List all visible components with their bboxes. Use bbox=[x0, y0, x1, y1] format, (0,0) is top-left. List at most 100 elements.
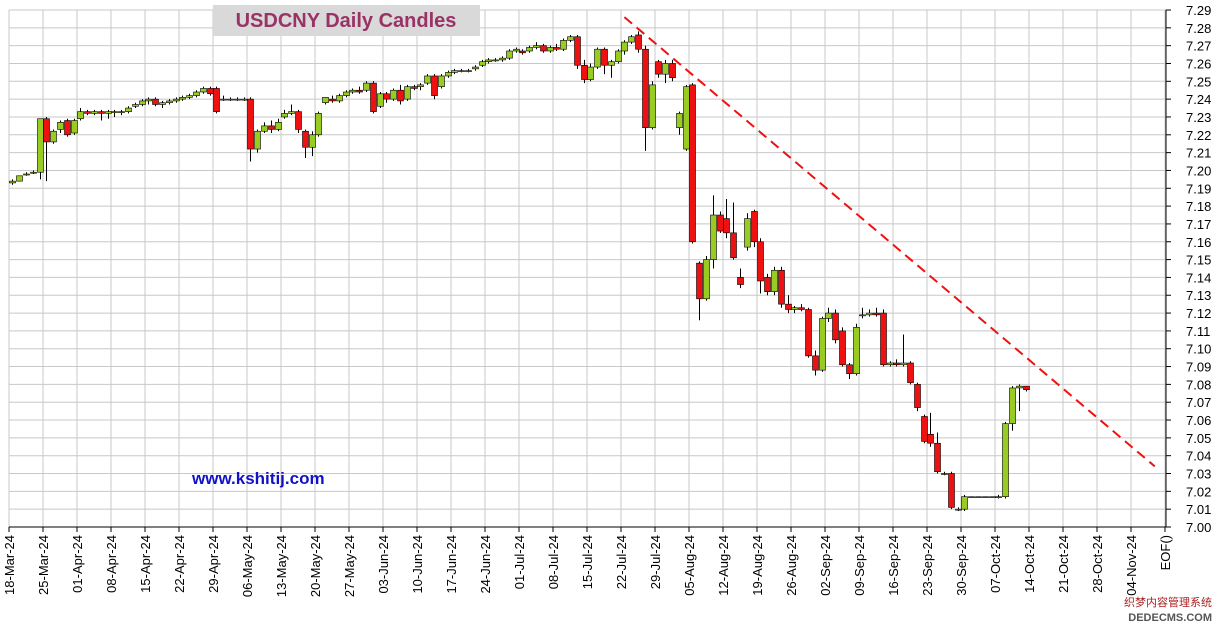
candle-body bbox=[57, 122, 64, 130]
candle-body bbox=[193, 91, 200, 96]
candle-body bbox=[982, 496, 989, 498]
x-tick-label: 16-Sep-24 bbox=[886, 535, 901, 596]
candle-body bbox=[866, 312, 873, 316]
candle-body bbox=[275, 122, 282, 130]
candle-body bbox=[43, 118, 50, 143]
candle-body bbox=[689, 84, 696, 243]
y-tick-label: 7.27 bbox=[1186, 39, 1211, 54]
candle-body bbox=[649, 84, 656, 128]
candle-body bbox=[268, 125, 275, 130]
candle-body bbox=[329, 98, 336, 102]
x-tick-label: 01-Jul-24 bbox=[512, 535, 527, 589]
candle-body bbox=[560, 40, 567, 50]
candle-body bbox=[451, 70, 458, 73]
candle-body bbox=[438, 75, 445, 87]
x-tick-label: EOF() bbox=[1158, 535, 1173, 570]
y-tick-label: 7.17 bbox=[1186, 217, 1211, 232]
y-tick-label: 7.07 bbox=[1186, 395, 1211, 410]
y-tick-label: 7.20 bbox=[1186, 163, 1211, 178]
candle-body bbox=[152, 98, 159, 105]
candle-body bbox=[247, 98, 254, 150]
candle-body bbox=[91, 111, 98, 114]
candle-body bbox=[281, 113, 288, 118]
candle-body bbox=[737, 277, 744, 285]
candle-body bbox=[567, 36, 574, 41]
y-tick-label: 7.25 bbox=[1186, 74, 1211, 89]
candle-body bbox=[16, 175, 23, 182]
candle-body bbox=[479, 61, 486, 66]
candle-body bbox=[853, 327, 860, 374]
x-tick-label: 03-Jun-24 bbox=[376, 535, 391, 594]
candle-body bbox=[309, 134, 316, 148]
candle-body bbox=[601, 48, 608, 66]
candle-body bbox=[798, 307, 805, 310]
x-tick-label: 30-Sep-24 bbox=[954, 535, 969, 596]
candle-body bbox=[465, 70, 472, 72]
candle-body bbox=[200, 88, 207, 93]
candle-body bbox=[166, 100, 173, 104]
trend-line bbox=[623, 16, 1156, 468]
candle-body bbox=[587, 66, 594, 80]
y-tick-label: 7.00 bbox=[1186, 520, 1211, 535]
y-tick-label: 7.12 bbox=[1186, 306, 1211, 321]
candle-body bbox=[23, 173, 30, 176]
candle-body bbox=[642, 48, 649, 128]
candle-body bbox=[621, 41, 628, 52]
candle-body bbox=[941, 473, 948, 475]
candle-body bbox=[37, 118, 44, 173]
x-tick-label: 06-May-24 bbox=[240, 535, 255, 597]
candle-body bbox=[139, 100, 146, 105]
candle-body bbox=[914, 384, 921, 408]
candle-body bbox=[295, 111, 302, 130]
candle-body bbox=[574, 36, 581, 66]
candle-body bbox=[948, 473, 955, 508]
candle-body bbox=[703, 259, 710, 300]
candle-body bbox=[710, 214, 717, 260]
x-tick-label: 10-Jun-24 bbox=[410, 535, 425, 594]
y-tick-label: 7.16 bbox=[1186, 235, 1211, 250]
candle-body bbox=[696, 262, 703, 300]
candle-body bbox=[64, 120, 71, 136]
candle-body bbox=[669, 63, 676, 79]
candle-body bbox=[635, 34, 642, 50]
x-tick-label: 13-May-24 bbox=[274, 535, 289, 597]
candle-body bbox=[234, 98, 241, 101]
candle-body bbox=[540, 45, 547, 52]
candle-body bbox=[519, 50, 526, 54]
y-tick-label: 7.13 bbox=[1186, 288, 1211, 303]
y-tick-label: 7.08 bbox=[1186, 377, 1211, 392]
candle-body bbox=[513, 48, 520, 52]
candle-body bbox=[628, 36, 635, 43]
y-tick-label: 7.11 bbox=[1186, 324, 1210, 339]
candle-body bbox=[594, 48, 601, 68]
y-tick-label: 7.05 bbox=[1186, 431, 1211, 446]
candle-body bbox=[105, 111, 112, 114]
y-tick-label: 7.06 bbox=[1186, 413, 1211, 428]
candle-body bbox=[349, 89, 356, 93]
candle-body bbox=[506, 50, 513, 59]
candle-body bbox=[472, 66, 479, 70]
candle-body bbox=[322, 97, 329, 104]
candle-body bbox=[764, 277, 771, 292]
candle-body bbox=[615, 50, 622, 62]
candle-body bbox=[676, 113, 683, 128]
candle-body bbox=[336, 95, 343, 102]
candle-body bbox=[655, 61, 662, 75]
x-tick-label: 04-Nov-24 bbox=[1124, 535, 1139, 596]
candle-body bbox=[411, 86, 418, 89]
y-tick-label: 7.24 bbox=[1186, 92, 1211, 107]
candle-body bbox=[458, 70, 465, 72]
x-tick-label: 22-Jul-24 bbox=[614, 535, 629, 589]
x-tick-label: 17-Jun-24 bbox=[444, 535, 459, 594]
candle-body bbox=[812, 355, 819, 371]
site-mark: 织梦内容管理系统 bbox=[1124, 595, 1212, 609]
candle-body bbox=[288, 111, 295, 114]
candle-body bbox=[71, 120, 78, 134]
candle-body bbox=[900, 362, 907, 366]
candle-body bbox=[533, 45, 540, 48]
candle-body bbox=[1009, 387, 1016, 424]
y-tick-label: 7.26 bbox=[1186, 56, 1211, 71]
candle-body bbox=[499, 57, 506, 61]
candle-body bbox=[785, 303, 792, 310]
